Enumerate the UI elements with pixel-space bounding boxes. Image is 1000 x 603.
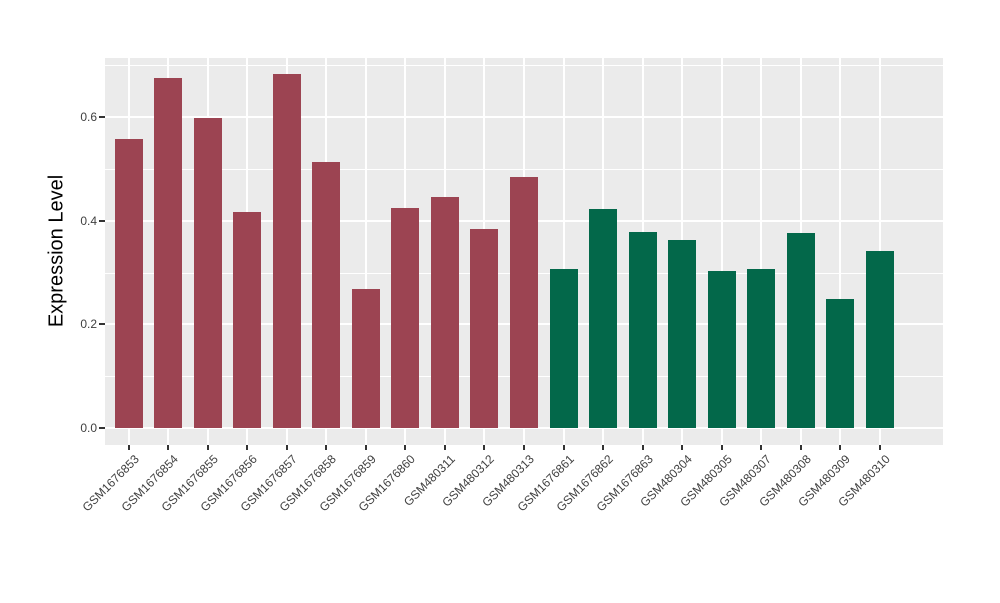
vertical-gridline — [760, 58, 763, 445]
vertical-gridline — [839, 58, 842, 445]
x-tick-mark — [364, 445, 367, 450]
x-tick-mark — [681, 445, 684, 450]
x-tick-label: GSM480308 — [756, 452, 814, 510]
bar — [826, 299, 855, 428]
x-tick-mark — [602, 445, 605, 450]
x-tick-label: GSM1676857 — [237, 452, 300, 515]
x-tick-label: GSM480309 — [795, 452, 854, 510]
x-tick-mark — [483, 445, 486, 450]
x-tick-label: GSM1676862 — [553, 452, 616, 515]
bar — [707, 271, 736, 428]
bar-chart-figure: Expression Level 0.0 0.2 0.4 0.6 GSM1676853… — [45, 58, 943, 514]
bar — [668, 240, 697, 428]
x-tick-label: GSM1676863 — [593, 452, 656, 515]
bar — [510, 177, 538, 428]
plot-panel — [105, 58, 943, 445]
y-tick-label: 0.2 — [80, 317, 97, 332]
bar — [747, 269, 776, 428]
x-tick-label: GSM1676859 — [316, 452, 379, 515]
y-tick-label: 0.0 — [80, 421, 97, 435]
x-tick-label: GSM1676854 — [118, 452, 182, 515]
bar — [351, 289, 380, 428]
x-tick-mark — [127, 445, 130, 450]
x-tick-label: GSM1676855 — [158, 452, 221, 515]
x-tick-mark — [325, 445, 328, 450]
x-tick-mark — [443, 445, 446, 450]
bar — [114, 139, 143, 428]
x-tick-mark — [720, 445, 723, 450]
vertical-gridline — [720, 58, 723, 445]
x-tick-mark — [641, 445, 644, 450]
y-tick-label: 0.6 — [80, 110, 97, 124]
x-tick-mark — [799, 445, 802, 450]
bar — [391, 208, 420, 428]
x-tick-mark — [562, 445, 565, 450]
x-tick-label: GSM1676856 — [197, 452, 261, 515]
bar — [628, 232, 657, 428]
y-tick-mark — [99, 427, 105, 429]
bar — [786, 233, 815, 428]
y-tick-label: 0.4 — [80, 213, 97, 228]
x-tick-mark — [404, 445, 407, 450]
bar — [154, 78, 183, 428]
x-tick-label: GSM480311 — [400, 452, 458, 509]
bar — [589, 209, 618, 428]
x-tick-label: GSM480305 — [676, 452, 735, 510]
x-tick-label: GSM480307 — [716, 452, 775, 510]
y-tick-mark — [99, 323, 105, 326]
bar — [233, 212, 262, 428]
bar — [865, 251, 894, 428]
bar — [430, 197, 459, 428]
bar — [193, 118, 222, 428]
bar — [470, 229, 499, 428]
x-tick-label: GSM1676861 — [514, 452, 577, 515]
x-tick-mark — [839, 445, 842, 450]
y-tick-mark — [99, 219, 105, 222]
x-tick-label: GSM480304 — [637, 452, 696, 510]
x-tick-label: GSM480310 — [835, 452, 893, 510]
x-tick-label: GSM1676860 — [356, 452, 419, 515]
x-tick-label: GSM480312 — [439, 452, 498, 510]
x-tick-mark — [523, 445, 525, 450]
x-tick-mark — [167, 445, 170, 450]
vertical-gridline — [562, 58, 565, 445]
bar — [312, 162, 341, 428]
x-tick-mark — [760, 445, 763, 450]
x-tick-mark — [878, 445, 881, 450]
y-tick-mark — [99, 116, 105, 118]
x-tick-label: GSM480313 — [479, 452, 537, 510]
x-tick-mark — [285, 445, 288, 450]
bar — [272, 74, 301, 428]
x-tick-mark — [206, 445, 209, 450]
vertical-gridline — [364, 58, 367, 445]
y-axis-title: Expression Level — [45, 174, 68, 328]
x-tick-mark — [246, 445, 249, 450]
x-tick-label: GSM1676858 — [276, 452, 340, 515]
bar — [549, 269, 578, 428]
